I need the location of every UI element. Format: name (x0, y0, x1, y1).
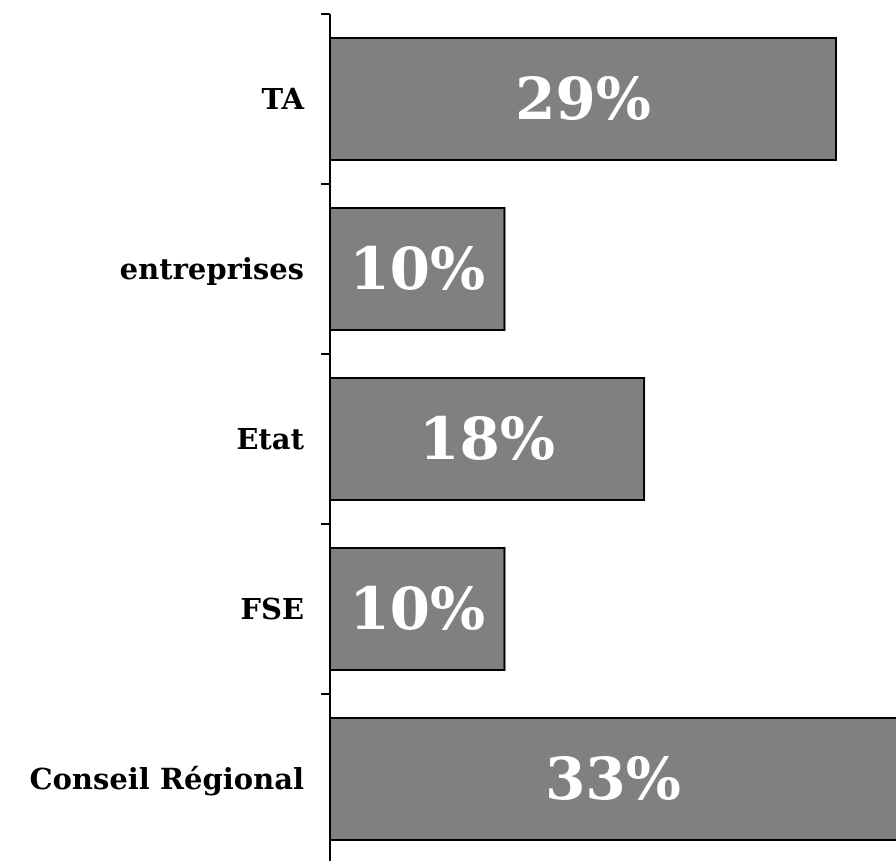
category-label: TA (262, 82, 305, 116)
bar (329, 37, 837, 161)
category-label: entreprises (120, 252, 304, 286)
bar (329, 547, 506, 671)
labels-group: TA 29% entreprises 10% Etat 18% FSE 10% Conseil … (30, 65, 681, 813)
bars-group (329, 37, 896, 841)
category-axis (321, 13, 331, 861)
data-label: 18% (419, 405, 555, 473)
data-label: 10% (349, 235, 485, 303)
category-label: Etat (236, 422, 304, 456)
data-label: 33% (545, 745, 681, 813)
data-label: 29% (515, 65, 651, 133)
bar (329, 717, 896, 841)
bar (329, 207, 506, 331)
category-label: FSE (240, 592, 304, 626)
bar (329, 377, 646, 501)
data-label: 10% (349, 575, 485, 643)
category-label: Conseil Régional (30, 762, 305, 796)
